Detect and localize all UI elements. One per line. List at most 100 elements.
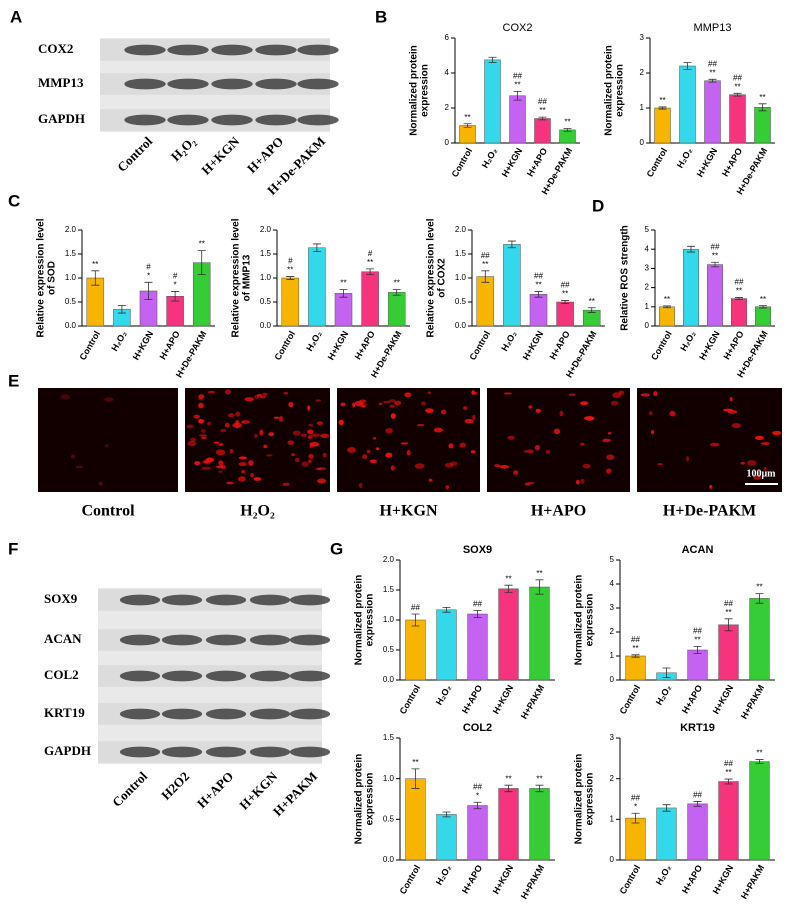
significance-label: * bbox=[476, 791, 479, 800]
bar bbox=[704, 80, 721, 144]
cell-signal bbox=[372, 437, 377, 440]
significance-label: ## bbox=[711, 242, 720, 251]
y-axis-label: Normalized protein bbox=[354, 575, 365, 666]
cell-signal bbox=[263, 444, 268, 449]
y-tick-label: 1 bbox=[640, 103, 645, 112]
y-axis-label: Relative expression level bbox=[36, 218, 47, 337]
blot-band bbox=[205, 708, 247, 720]
significance-label: ** bbox=[734, 82, 740, 91]
significance-label: ## bbox=[631, 793, 640, 802]
image-label: Control bbox=[81, 503, 135, 520]
blot-band bbox=[289, 594, 331, 606]
cell-signal bbox=[207, 421, 212, 426]
blot-band bbox=[249, 634, 291, 646]
y-tick-label: 0.5 bbox=[260, 297, 272, 306]
cell-signal bbox=[606, 454, 615, 461]
cell-signal bbox=[579, 442, 585, 446]
error-bar bbox=[755, 759, 764, 765]
y-tick-label: 1 bbox=[610, 651, 615, 660]
bar bbox=[687, 649, 708, 681]
cell-signal bbox=[308, 459, 312, 464]
panel-letter: F bbox=[8, 539, 18, 558]
cell-signal bbox=[686, 456, 690, 462]
cell-signal bbox=[288, 402, 294, 408]
chart-title: MMP13 bbox=[694, 22, 732, 34]
cell-signal bbox=[404, 392, 412, 398]
cell-signal bbox=[311, 433, 321, 438]
error-bar bbox=[473, 801, 482, 810]
cell-signal bbox=[709, 442, 720, 447]
significance-label: ** bbox=[709, 68, 715, 77]
bar bbox=[718, 781, 739, 861]
cell-signal bbox=[414, 463, 425, 469]
blot-band bbox=[297, 114, 339, 126]
significance-label: ** bbox=[464, 113, 470, 122]
significance-label: ** bbox=[539, 106, 545, 115]
significance-label: ** bbox=[394, 279, 400, 288]
panel-letter: G bbox=[330, 539, 343, 558]
y-tick-label: 6 bbox=[445, 33, 450, 42]
significance-label: ** bbox=[482, 260, 488, 269]
blot-band bbox=[289, 634, 331, 646]
bar bbox=[529, 294, 548, 327]
bar bbox=[755, 306, 771, 327]
cell-signal bbox=[385, 452, 393, 458]
y-tick-label: 0.0 bbox=[65, 321, 77, 330]
blot-band bbox=[297, 44, 339, 56]
y-tick-label: 0.5 bbox=[455, 297, 467, 306]
error-bar bbox=[563, 128, 572, 132]
cell-signal bbox=[709, 484, 713, 489]
significance-label: ** bbox=[659, 96, 665, 105]
cell-signal bbox=[207, 390, 216, 394]
cell-signal bbox=[235, 411, 241, 417]
y-tick-label: 2.0 bbox=[455, 225, 467, 234]
y-tick-label: 0.0 bbox=[383, 675, 395, 684]
significance-label: ** bbox=[287, 266, 293, 275]
significance-label: ## bbox=[631, 635, 640, 644]
y-tick-label: 2.0 bbox=[260, 225, 272, 234]
image-label: H₂O₂ bbox=[240, 503, 275, 520]
error-bar bbox=[658, 106, 667, 110]
y-axis-label: Normalized protein bbox=[604, 45, 615, 136]
error-bar bbox=[724, 618, 733, 632]
significance-label: ## bbox=[513, 71, 522, 80]
cell-signal bbox=[618, 390, 625, 395]
bar bbox=[334, 293, 353, 327]
significance-label: ** bbox=[736, 287, 742, 296]
cell-signal bbox=[213, 441, 220, 444]
error-bar bbox=[91, 270, 100, 286]
significance-label: ## bbox=[708, 59, 717, 68]
y-axis-label: Relative ROS strength bbox=[620, 225, 631, 331]
significance-label: ** bbox=[564, 118, 570, 127]
y-tick-label: 1.5 bbox=[455, 249, 467, 258]
y-tick-label: 3 bbox=[610, 603, 615, 612]
blot-band bbox=[289, 746, 331, 758]
cell-signal bbox=[528, 405, 533, 409]
cell-signal bbox=[366, 449, 371, 454]
bar bbox=[405, 619, 426, 681]
significance-label: ** bbox=[535, 281, 541, 290]
significance-label: * bbox=[634, 802, 637, 811]
cell-signal bbox=[238, 462, 247, 467]
cell-signal bbox=[421, 401, 426, 406]
cell-signal bbox=[300, 433, 307, 437]
cell-signal bbox=[772, 430, 782, 436]
significance-label: ** bbox=[759, 93, 765, 102]
blot-band bbox=[161, 708, 203, 720]
cell-signal bbox=[580, 401, 589, 406]
cell-signal bbox=[535, 408, 541, 413]
cell-signal bbox=[580, 478, 585, 484]
chart-title: COX2 bbox=[503, 22, 533, 34]
bar bbox=[654, 107, 671, 144]
blot-band bbox=[249, 670, 291, 682]
significance-label: ** bbox=[694, 636, 700, 645]
significance-label: ## bbox=[538, 97, 547, 106]
y-tick-label: 2 bbox=[610, 627, 615, 636]
panel-letter: C bbox=[8, 191, 20, 210]
blot-band bbox=[205, 594, 247, 606]
cell-signal bbox=[282, 482, 290, 486]
significance-label: * bbox=[174, 281, 177, 290]
error-bar bbox=[513, 90, 522, 101]
cell-signal bbox=[352, 402, 356, 408]
cell-signal bbox=[602, 438, 611, 443]
